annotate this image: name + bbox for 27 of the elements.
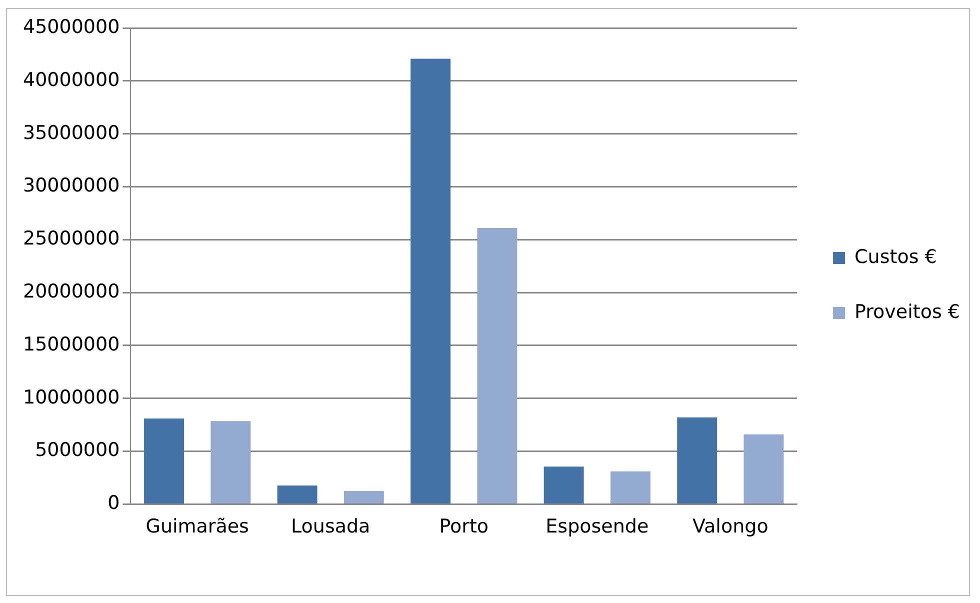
bar: [677, 417, 718, 504]
y-tick-label: 10000000: [22, 386, 120, 408]
y-tick-label: 0: [108, 492, 120, 514]
y-tick-label: 30000000: [22, 174, 120, 197]
bar: [277, 485, 318, 504]
x-tick-label: Porto: [439, 516, 489, 538]
bar: [544, 466, 584, 504]
y-tick-label: 20000000: [22, 280, 120, 302]
bar: [477, 228, 518, 504]
bar: [610, 471, 650, 504]
x-tick-label: Lousada: [291, 516, 370, 538]
legend-label: Custos €: [854, 246, 937, 268]
y-tick-label: 45000000: [22, 16, 120, 38]
y-tick-label: 25000000: [22, 228, 120, 250]
legend-label: Proveitos €: [854, 300, 960, 323]
bar: [344, 490, 384, 504]
y-tick-label: 15000000: [22, 333, 120, 356]
bar: [410, 58, 451, 504]
y-tick-label: 5000000: [35, 439, 120, 462]
bar: [744, 434, 784, 504]
x-tick-label: Valongo: [692, 516, 768, 538]
x-tick-label: Guimarães: [146, 516, 249, 538]
x-tick-label: Esposende: [546, 516, 649, 538]
bar: [144, 418, 184, 504]
y-tick-label: 35000000: [22, 122, 120, 144]
y-tick-label: 40000000: [22, 68, 120, 91]
bar: [210, 421, 251, 504]
